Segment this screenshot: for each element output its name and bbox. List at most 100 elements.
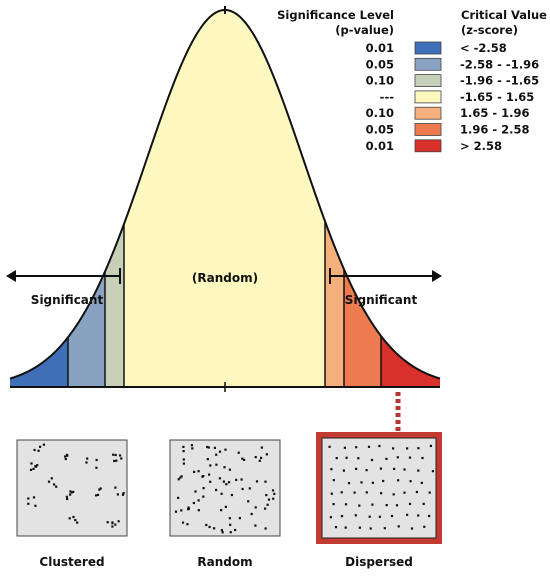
legend-p-value: --- [380, 90, 395, 104]
clustered-pattern-panel [16, 439, 128, 537]
point [332, 503, 335, 506]
point [220, 492, 223, 495]
point [95, 466, 98, 469]
point [264, 480, 267, 483]
point [260, 446, 263, 449]
point [224, 448, 227, 451]
point [409, 480, 412, 483]
point [340, 515, 344, 518]
point [69, 490, 72, 493]
point [417, 447, 420, 450]
legend-swatch [414, 106, 442, 120]
point [250, 512, 253, 516]
point [74, 519, 77, 522]
point [115, 459, 118, 462]
point [182, 458, 185, 461]
point [408, 502, 412, 505]
point [113, 459, 116, 463]
point [340, 491, 343, 494]
point [357, 457, 360, 460]
point [64, 457, 67, 461]
point [117, 520, 120, 523]
point [254, 456, 257, 459]
point [406, 513, 409, 516]
point [271, 489, 275, 492]
point [368, 515, 371, 518]
point [393, 467, 396, 470]
dispersed-label: Dispersed [345, 555, 413, 569]
point [42, 443, 45, 446]
point [98, 488, 101, 491]
point [431, 470, 434, 473]
point [332, 479, 335, 482]
region-p05-high [344, 269, 381, 387]
point [225, 483, 228, 486]
point [365, 491, 368, 494]
point [111, 521, 114, 524]
point [30, 462, 33, 465]
point [194, 490, 197, 493]
point [182, 445, 185, 448]
point [177, 496, 180, 499]
point [190, 444, 193, 447]
point [114, 523, 117, 526]
sig-level-header-line2: (p-value) [335, 23, 394, 37]
point [229, 531, 232, 534]
point [355, 467, 358, 470]
legend-z-score: < -2.58 [460, 41, 507, 55]
legend-p-value: 0.01 [366, 139, 394, 153]
point [378, 444, 381, 448]
point [220, 509, 223, 512]
point [72, 490, 75, 493]
point [353, 491, 356, 494]
point [330, 492, 333, 495]
point [207, 446, 210, 449]
point [396, 456, 399, 459]
point [248, 487, 251, 490]
point [421, 456, 424, 460]
point [237, 451, 240, 454]
point [205, 523, 208, 527]
point [369, 527, 372, 530]
region-p10-low [105, 223, 124, 387]
point [182, 450, 185, 453]
crit-value-header-line1: Critical Value [461, 8, 547, 22]
point [76, 521, 79, 524]
point [223, 466, 226, 469]
point [33, 448, 36, 452]
point [206, 458, 209, 461]
point [111, 525, 114, 528]
point [228, 468, 231, 471]
point [420, 481, 423, 484]
right-significant-label: Significant [345, 293, 418, 307]
point [392, 493, 395, 496]
point [186, 523, 189, 526]
point [72, 515, 75, 519]
point [417, 469, 420, 472]
point [192, 501, 195, 505]
point [410, 527, 414, 530]
point [65, 495, 68, 498]
point [181, 521, 185, 524]
point [29, 468, 33, 471]
point [95, 494, 98, 497]
point [220, 529, 223, 532]
point [213, 446, 216, 449]
point [197, 509, 200, 512]
point [397, 525, 400, 528]
point [208, 525, 211, 529]
point [329, 516, 332, 519]
region-p05-low [68, 271, 105, 387]
point [209, 480, 212, 483]
point [96, 493, 100, 496]
point [177, 478, 180, 481]
point [112, 453, 115, 456]
point [179, 476, 182, 479]
point [403, 468, 406, 471]
region-p10-high [325, 221, 344, 387]
point [355, 446, 358, 449]
point [235, 478, 238, 481]
point [395, 504, 399, 507]
point [182, 462, 185, 465]
point [241, 457, 244, 460]
